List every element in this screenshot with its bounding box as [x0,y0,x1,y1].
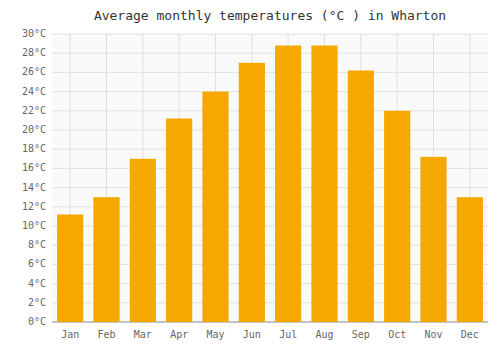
x-tick-label: Apr [170,329,188,340]
y-tick-label: 8°C [28,239,46,250]
y-tick-label: 2°C [28,297,46,308]
y-tick-label: 28°C [22,47,46,58]
x-tick-label: Dec [461,329,479,340]
bar [457,197,483,322]
x-tick-label: Feb [97,329,115,340]
y-grid-line [52,149,488,150]
bars [57,46,483,322]
y-tick-label: 30°C [22,28,46,39]
bar [130,159,156,322]
y-tick-label: 16°C [22,162,46,173]
y-grid-line [52,130,488,131]
y-grid-line [52,110,488,111]
x-tick-label: Nov [424,329,442,340]
y-tick-label: 0°C [28,316,46,327]
bar [239,63,265,322]
x-tick-label: Aug [315,329,333,340]
y-tick-label: 20°C [22,124,46,135]
bar [348,70,374,322]
x-tick-label: Mar [134,329,152,340]
y-tick-label: 24°C [22,86,46,97]
bar [420,157,446,322]
chart-container: 0°C 2°C 4°C 6°C 8°C 10°C 12°C 14°C 16°C 18°C 20°C 2… [0,0,500,350]
bar [384,111,410,322]
y-grid-line [52,91,488,92]
x-tick-label: Jan [61,329,79,340]
plot-area [52,34,488,322]
y-tick-label: 12°C [22,201,46,212]
y-tick-label: 4°C [28,278,46,289]
y-grid-line [52,72,488,73]
y-tick-label: 26°C [22,66,46,77]
axes: 0°C 2°C 4°C 6°C 8°C 10°C 12°C 14°C 16°C 18°C 20°C 2… [22,28,488,340]
y-tick-label: 6°C [28,258,46,269]
bar [311,46,337,322]
x-tick-label: Jul [279,329,297,340]
y-grid-line [52,53,488,54]
x-tick-label: Sep [352,329,370,340]
bar [275,46,301,322]
bar [57,214,83,322]
bar [93,197,119,322]
y-tick-label: 10°C [22,220,46,231]
bar [202,92,228,322]
x-tick-label: Jun [243,329,261,340]
chart-svg: 0°C 2°C 4°C 6°C 8°C 10°C 12°C 14°C 16°C 18°C 20°C 2… [0,0,500,350]
y-tick-label: 14°C [22,182,46,193]
chart-title: Average monthly temperatures (°C ) in Wh… [94,8,446,23]
y-tick-label: 22°C [22,105,46,116]
x-tick-label: May [206,329,224,340]
y-grid-line [52,34,488,35]
bar [166,118,192,322]
y-tick-label: 18°C [22,143,46,154]
grid [52,34,488,322]
x-tick-label: Oct [388,329,406,340]
